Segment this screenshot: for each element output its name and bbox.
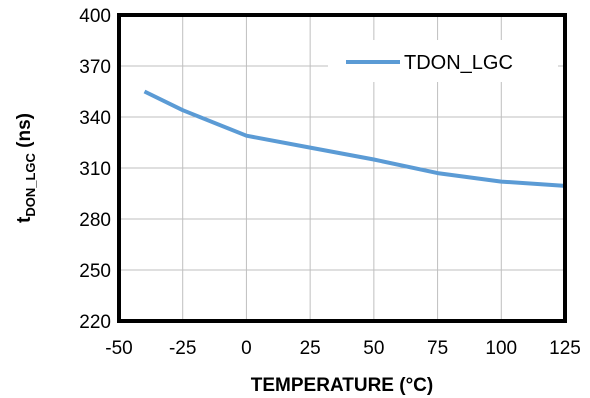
x-tick-label-4: 50 bbox=[363, 338, 384, 359]
y-axis-title-main: t bbox=[14, 216, 35, 223]
x-tick-label-2: 0 bbox=[241, 338, 252, 359]
x-tick-label-3: 25 bbox=[300, 338, 321, 359]
x-tick-label-7: 125 bbox=[549, 338, 581, 359]
plot-series bbox=[143, 89, 566, 188]
y-axis-title-unit: (ns) bbox=[14, 113, 35, 153]
x-tick-label-5: 75 bbox=[427, 338, 448, 359]
y-tick-label-1: 250 bbox=[79, 261, 111, 282]
x-tick-label-6: 100 bbox=[485, 338, 517, 359]
legend: TDON_LGC bbox=[328, 40, 558, 82]
series-line-0 bbox=[143, 89, 566, 188]
y-tick-label-5: 370 bbox=[79, 57, 111, 78]
plot-area-frame bbox=[117, 13, 567, 323]
y-axis-tick-labels: 220 250 280 310 340 370 400 bbox=[79, 6, 111, 333]
x-axis-tick-labels: -50 -25 0 25 50 75 100 125 bbox=[105, 338, 581, 359]
y-tick-label-0: 220 bbox=[79, 312, 111, 333]
y-axis-title: tDON_LGC (ns) bbox=[14, 113, 38, 223]
y-tick-label-2: 280 bbox=[79, 210, 111, 231]
y-tick-label-6: 400 bbox=[79, 6, 111, 27]
x-tick-label-0: -50 bbox=[105, 338, 132, 359]
y-tick-label-4: 340 bbox=[79, 108, 111, 129]
y-axis-title-subscript: DON_LGC bbox=[23, 153, 38, 217]
x-axis-title: TEMPERATURE (°C) bbox=[251, 375, 433, 396]
y-tick-label-3: 310 bbox=[79, 159, 111, 180]
legend-label-tdon-lgc: TDON_LGC bbox=[404, 52, 513, 74]
x-tick-label-1: -25 bbox=[169, 338, 196, 359]
